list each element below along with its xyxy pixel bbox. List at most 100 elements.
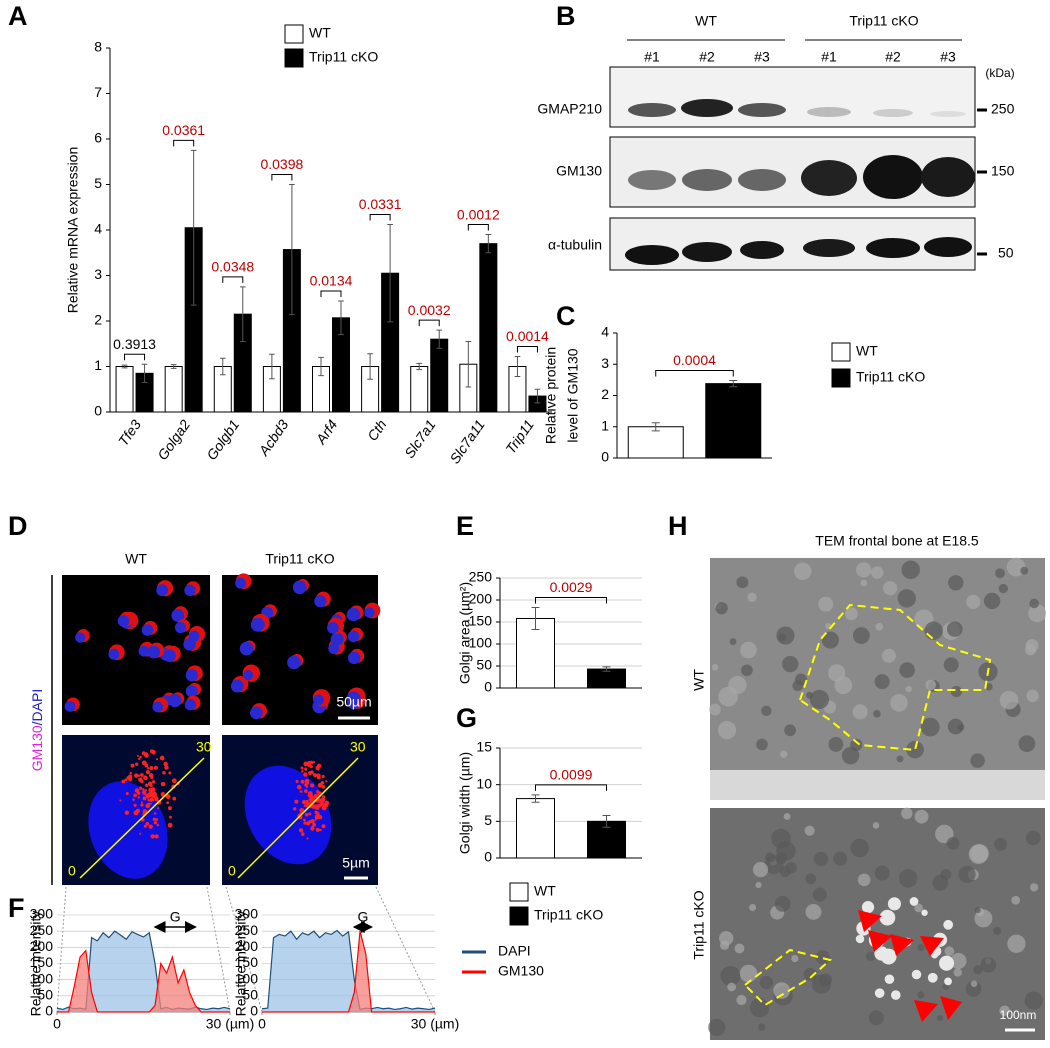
tem-vacuole bbox=[874, 946, 889, 961]
profile-line bbox=[237, 757, 359, 879]
golgi-speck bbox=[310, 799, 314, 802]
golgi-speck bbox=[155, 818, 159, 821]
error-bar bbox=[465, 340, 472, 388]
tem-vacuole bbox=[927, 972, 938, 983]
golgi-speck bbox=[141, 760, 147, 766]
golgi-speck bbox=[127, 776, 133, 782]
y-tick-label: 50 bbox=[476, 657, 492, 673]
golgi-speck bbox=[143, 824, 147, 828]
tem-vesicle bbox=[1024, 644, 1037, 656]
tem-vacuole bbox=[890, 990, 901, 1000]
panel-letter: B bbox=[556, 1, 576, 31]
cell-nucleus bbox=[163, 649, 176, 663]
arrowhead bbox=[940, 996, 962, 1020]
golgi-speck bbox=[137, 774, 140, 777]
tem-vesicle bbox=[795, 673, 807, 686]
error-bar bbox=[531, 794, 540, 803]
stain-dapi: /DAPI bbox=[29, 689, 45, 726]
tem-vesicle bbox=[708, 1018, 726, 1037]
span-label: G bbox=[170, 909, 181, 925]
column-label: WT bbox=[125, 551, 147, 567]
tem-vesicle bbox=[844, 607, 858, 621]
legend-label: WT bbox=[856, 343, 878, 359]
golgi-speck bbox=[303, 821, 307, 825]
error-bar bbox=[141, 363, 148, 383]
western-blot: WT Trip11 cKO #1 #2 #3 #1 #2 #3 (kDa) bbox=[537, 13, 1015, 271]
golgi-speck bbox=[308, 819, 312, 824]
cell-nucleus bbox=[287, 655, 301, 670]
y-tick-label: 200 bbox=[30, 938, 54, 954]
tem-vesicle bbox=[756, 738, 768, 751]
tem-vesicle bbox=[999, 690, 1019, 710]
panel-letter: C bbox=[556, 301, 576, 331]
cell-nucleus bbox=[138, 645, 150, 657]
tem-vesicle bbox=[946, 621, 963, 637]
tem-vesicle bbox=[761, 705, 772, 716]
tem-vesicle bbox=[1026, 689, 1039, 703]
tem-vesicle bbox=[736, 994, 747, 1006]
golgi-speck bbox=[317, 807, 320, 810]
tem-vesicle bbox=[985, 683, 993, 691]
golgi-speck bbox=[303, 818, 306, 822]
error-bar bbox=[367, 353, 373, 380]
tem-vesicle bbox=[779, 750, 788, 758]
golgi-speck bbox=[150, 834, 153, 837]
band bbox=[628, 103, 676, 117]
arrowhead bbox=[868, 930, 892, 952]
tem-vesicle bbox=[899, 662, 915, 678]
bar bbox=[430, 338, 449, 413]
golgi-speck bbox=[149, 749, 154, 754]
cell-nucleus bbox=[314, 595, 327, 608]
tem-vacuole bbox=[884, 974, 895, 985]
cell-nucleus bbox=[141, 624, 154, 636]
tem-vesicle bbox=[811, 974, 832, 994]
tem-vesicle bbox=[833, 851, 848, 866]
golgi-speck bbox=[148, 773, 154, 778]
golgi-speck bbox=[155, 758, 159, 761]
y-tick-label: 10 bbox=[476, 775, 492, 791]
cell-nucleus bbox=[152, 701, 164, 713]
legend-swatch bbox=[509, 906, 529, 926]
bands bbox=[625, 99, 975, 265]
tem-vesicle bbox=[755, 881, 762, 889]
cell-nucleus bbox=[185, 669, 199, 682]
error-bar bbox=[729, 380, 738, 388]
zoom-guide bbox=[375, 886, 436, 1013]
error-bar bbox=[170, 364, 177, 369]
tem-vesicle bbox=[924, 621, 943, 640]
tem-vesicle bbox=[974, 909, 993, 928]
p-value: 0.3913 bbox=[113, 336, 156, 352]
y-tick-label: 0 bbox=[484, 849, 492, 865]
golgi-speck bbox=[143, 775, 148, 781]
significance-bracket bbox=[655, 370, 734, 377]
golgi-speck bbox=[133, 803, 137, 807]
tem-vesicle bbox=[749, 997, 770, 1018]
y-tick-label: 0 bbox=[45, 1003, 53, 1019]
legend-swatch bbox=[284, 48, 304, 68]
tem-vesicle bbox=[749, 904, 757, 912]
golgi-speck bbox=[167, 822, 173, 828]
tem-vesicle bbox=[1011, 895, 1021, 905]
golgi-speck bbox=[147, 792, 153, 797]
error-bar bbox=[190, 149, 197, 306]
zoom-guide bbox=[56, 886, 67, 1013]
p-value: 0.0134 bbox=[310, 273, 353, 289]
cell-nucleus bbox=[75, 632, 86, 643]
significance-bracket bbox=[516, 345, 538, 353]
golgi-speck bbox=[157, 807, 160, 810]
error-bar bbox=[436, 329, 443, 349]
tem-vesicle bbox=[1025, 830, 1041, 846]
lane-label: #3 bbox=[940, 49, 956, 65]
golgi-speck bbox=[161, 791, 165, 796]
y-tick-label: 5 bbox=[484, 812, 492, 828]
y-tick-label: 250 bbox=[235, 922, 259, 938]
tem-vesicle bbox=[729, 638, 737, 646]
lane-label: #3 bbox=[754, 49, 770, 65]
significance-bracket bbox=[271, 174, 293, 181]
tem-vesicle bbox=[925, 679, 936, 691]
tem-vesicle bbox=[890, 694, 908, 712]
tem-vesicle bbox=[957, 723, 965, 731]
scale-label: 5µm bbox=[342, 855, 370, 871]
line-end: 30 bbox=[350, 739, 366, 755]
cell-nucleus bbox=[230, 679, 244, 693]
